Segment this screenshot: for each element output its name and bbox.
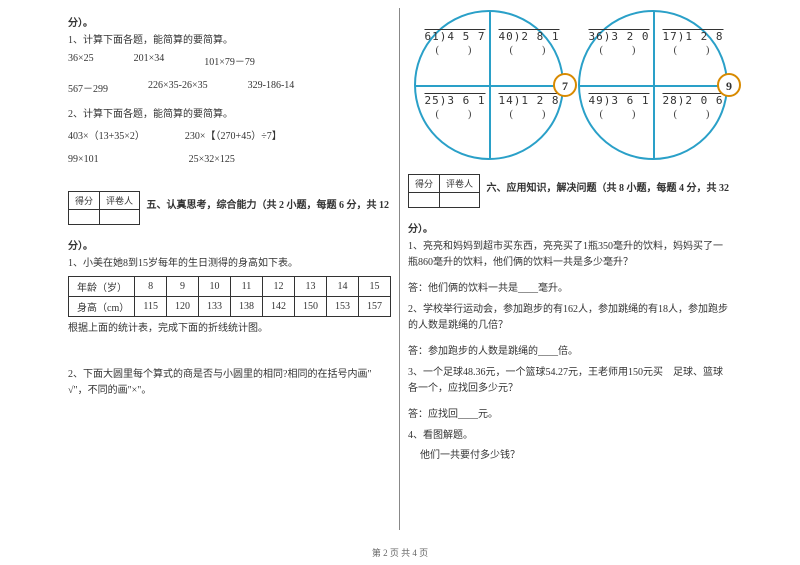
paren: ( ) [494, 44, 564, 57]
quad-tr: 17)1 2 8 ( ) [658, 30, 728, 57]
calc-item: 329-186-14 [248, 80, 295, 95]
calc-row-4: 99×101 25×32×125 [68, 154, 391, 165]
calc-item: 403×（13+35×2） [68, 127, 145, 142]
q5-1b: 根据上面的统计表，完成下面的折线统计图。 [68, 321, 391, 337]
fen-5: 分）。 [68, 237, 391, 252]
circle-diagram: 61)4 5 7 ( ) 40)2 8 1 ( ) 25)3 6 1 ( ) 1… [408, 8, 738, 168]
calc-item: 36×25 [68, 53, 94, 68]
quad-tl: 36)3 2 0 ( ) [584, 30, 654, 57]
section-5-title: 五、认真思考，综合能力（共 2 小题，每题 6 分，共 12 [147, 196, 390, 211]
paren: ( ) [420, 44, 490, 57]
quad-tl: 61)4 5 7 ( ) [420, 30, 490, 57]
calc-item: 230×【（270+45）÷7】 [185, 127, 282, 142]
calc-item: 25×32×125 [189, 154, 235, 165]
q4-1-title: 1、计算下面各题，能简算的要简算。 [68, 33, 391, 49]
calc-item: 226×35-26×35 [148, 80, 208, 95]
calc-row-1: 36×25 201×34 101×79－79 [68, 53, 391, 68]
quad-tr: 40)2 8 1 ( ) [494, 30, 564, 57]
height-table: 年龄（岁） 8 9 10 11 12 13 14 15 身高（cm） 115 1… [68, 276, 391, 317]
score-box: 得分 评卷人 [68, 191, 140, 225]
paren: ( ) [658, 44, 728, 57]
paren: ( ) [420, 108, 490, 121]
paren: ( ) [584, 44, 654, 57]
th-age: 年龄（岁） [69, 277, 135, 297]
table-row: 身高（cm） 115 120 133 138 142 150 153 157 [69, 297, 391, 317]
division-expr: 40)2 8 1 [494, 30, 564, 44]
division-expr: 36)3 2 0 [584, 30, 654, 44]
th-height: 身高（cm） [69, 297, 135, 317]
big-circle-2: 36)3 2 0 ( ) 17)1 2 8 ( ) 49)3 6 1 ( ) 2… [578, 10, 728, 160]
calc-item: 101×79－79 [204, 53, 255, 68]
quad-br: 14)1 2 8 ( ) [494, 94, 564, 121]
small-circle-2: 9 [717, 73, 741, 97]
small-circle-1: 7 [553, 73, 577, 97]
right-column: 61)4 5 7 ( ) 40)2 8 1 ( ) 25)3 6 1 ( ) 1… [400, 8, 740, 530]
page-footer: 第 2 页 共 4 页 [0, 546, 800, 559]
q6-2: 2、学校举行运动会，参加跑步的有162人，参加跳绳的有18人，参加跑步的人数是跳… [408, 302, 732, 334]
q6-4: 4、看图解题。 [408, 428, 732, 444]
a6-1: 答：他们俩的饮料一共是____毫升。 [408, 279, 732, 294]
grader-label: 评卷人 [100, 192, 140, 210]
q6-3: 3、一个足球48.36元，一个篮球54.27元，王老师用150元买 足球、篮球各… [408, 365, 732, 397]
paren: ( ) [658, 108, 728, 121]
a6-2: 答：参加跑步的人数是跳绳的____倍。 [408, 342, 732, 357]
q5-1: 1、小美在她8到15岁每年的生日测得的身高如下表。 [68, 256, 391, 272]
quad-bl: 25)3 6 1 ( ) [420, 94, 490, 121]
score-label: 得分 [409, 175, 440, 193]
a6-3: 答：应找回____元。 [408, 405, 732, 420]
section-6-title: 六、应用知识，解决问题（共 8 小题，每题 4 分，共 32 [487, 179, 730, 194]
division-expr: 61)4 5 7 [420, 30, 490, 44]
score-box: 得分 评卷人 [408, 174, 480, 208]
fen-continued: 分）。 [68, 14, 391, 29]
division-expr: 49)3 6 1 [584, 94, 654, 108]
q5-2: 2、下面大圆里每个算式的商是否与小圆里的相同?相同的在括号内画" √"，不同的画… [68, 367, 391, 399]
score-label: 得分 [69, 192, 100, 210]
quad-br: 28)2 0 6 ( ) [658, 94, 728, 121]
paren: ( ) [494, 108, 564, 121]
paren: ( ) [584, 108, 654, 121]
grader-label: 评卷人 [440, 175, 480, 193]
table-row: 年龄（岁） 8 9 10 11 12 13 14 15 [69, 277, 391, 297]
division-expr: 14)1 2 8 [494, 94, 564, 108]
page-container: 分）。 1、计算下面各题，能简算的要简算。 36×25 201×34 101×7… [0, 0, 800, 530]
calc-row-3: 403×（13+35×2） 230×【（270+45）÷7】 [68, 127, 391, 142]
left-column: 分）。 1、计算下面各题，能简算的要简算。 36×25 201×34 101×7… [60, 8, 400, 530]
fen-6: 分）。 [408, 220, 732, 235]
division-expr: 25)3 6 1 [420, 94, 490, 108]
division-expr: 17)1 2 8 [658, 30, 728, 44]
q6-1: 1、亮亮和妈妈到超市买东西，亮亮买了1瓶350毫升的饮料，妈妈买了一瓶860毫升… [408, 239, 732, 271]
calc-item: 567－299 [68, 80, 108, 95]
big-circle-1: 61)4 5 7 ( ) 40)2 8 1 ( ) 25)3 6 1 ( ) 1… [414, 10, 564, 160]
calc-item: 201×34 [134, 53, 165, 68]
division-expr: 28)2 0 6 [658, 94, 728, 108]
calc-item: 99×101 [68, 154, 99, 165]
calc-row-2: 567－299 226×35-26×35 329-186-14 [68, 80, 391, 95]
q6-4b: 他们一共要付多少钱？ [420, 448, 732, 464]
q4-2-title: 2、计算下面各题，能简算的要简算。 [68, 107, 391, 123]
quad-bl: 49)3 6 1 ( ) [584, 94, 654, 121]
